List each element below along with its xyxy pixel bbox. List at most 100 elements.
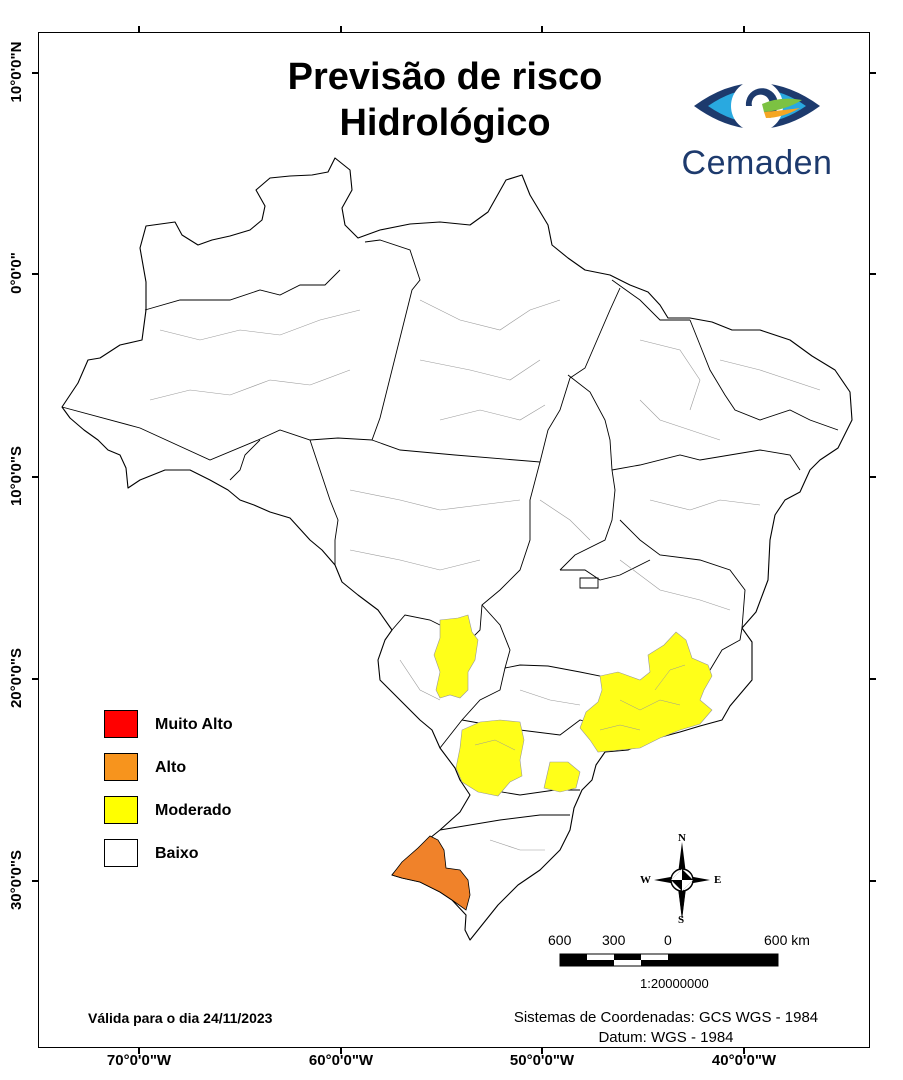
basin-line [439, 404, 546, 421]
basin-line [349, 489, 521, 511]
scale-label-300: 300 [602, 932, 626, 948]
basin-line [539, 499, 591, 541]
logo-text: Cemaden [681, 144, 833, 182]
basin-line [349, 549, 481, 571]
tick [870, 72, 876, 74]
legend-item-baixo: Baixo [104, 839, 284, 882]
basin-line [619, 559, 731, 611]
compass-s: S [678, 914, 685, 926]
state-border [559, 374, 616, 571]
basin-line [519, 689, 581, 706]
lon-label-70w: 70°0'0"W [106, 1052, 172, 1069]
tick [138, 26, 140, 32]
legend-swatch [104, 796, 138, 824]
tick [138, 1048, 140, 1054]
tick [870, 678, 876, 680]
tick [870, 476, 876, 478]
basin-line [149, 369, 351, 401]
basin-line [639, 339, 701, 411]
tick [32, 273, 38, 275]
basin-line [419, 299, 561, 331]
legend-label: Baixo [155, 845, 199, 862]
tick [541, 1048, 543, 1054]
moderado-inner-line [599, 724, 641, 731]
legend-item-muito-alto: Muito Alto [104, 710, 284, 753]
basin-line [639, 399, 721, 441]
tick [870, 880, 876, 882]
scale-label-600-km: 600 km [764, 932, 810, 948]
tick [870, 273, 876, 275]
legend-label: Muito Alto [155, 716, 233, 733]
legend-swatch [104, 710, 138, 738]
state-border [611, 279, 690, 321]
state-border [61, 239, 421, 461]
basin-line [419, 359, 541, 381]
map-title: Previsão de risco Hidrológico [230, 54, 660, 146]
moderado-region [543, 761, 581, 793]
title-line-1: Previsão de risco [287, 56, 603, 98]
compass-n: N [678, 832, 686, 844]
brazil-outline [61, 157, 853, 941]
tick [541, 26, 543, 32]
moderado-region [433, 614, 479, 699]
lon-label-40w: 40°0'0"W [711, 1052, 777, 1069]
basin-line [649, 499, 761, 511]
legend-item-moderado: Moderado [104, 796, 284, 839]
compass-w: W [640, 874, 651, 886]
coordinate-system: Sistemas de Coordenadas: GCS WGS - 1984 … [470, 1008, 862, 1048]
basin-line [719, 359, 821, 391]
tick [743, 26, 745, 32]
scale-ratio: 1:20000000 [640, 976, 709, 991]
legend-swatch [104, 753, 138, 781]
state-border [439, 667, 506, 749]
state-border [619, 519, 746, 629]
compass-rose: N S W E [636, 832, 728, 926]
legend-item-alto: Alto [104, 753, 284, 796]
basin-line [399, 659, 441, 701]
state-border [309, 439, 339, 565]
state-border [439, 814, 570, 831]
compass-e: E [714, 874, 722, 886]
map-frame [38, 32, 870, 1048]
scale-bar-graphic [559, 953, 779, 967]
tick [32, 880, 38, 882]
tick [743, 1048, 745, 1054]
state-border [144, 269, 341, 311]
state-border [579, 577, 599, 589]
cemaden-logo: Cemaden [672, 66, 842, 186]
legend-swatch [104, 839, 138, 867]
cemaden-eye-icon [694, 80, 820, 132]
legend: Muito Alto Alto Moderado Baixo [104, 710, 284, 882]
scale-label-0: 0 [664, 932, 672, 948]
basin-line [159, 309, 361, 341]
tick [32, 72, 38, 74]
lon-label-60w: 60°0'0"W [308, 1052, 374, 1069]
state-border [689, 319, 839, 431]
scale-label-600-left: 600 [548, 932, 572, 948]
valid-date: Válida para o dia 24/11/2023 [88, 1010, 273, 1026]
tick [32, 476, 38, 478]
moderado-inner-line [654, 664, 686, 691]
moderado-inner-line [619, 699, 681, 711]
state-border [560, 559, 651, 581]
legend-label: Moderado [155, 802, 232, 819]
state-border [611, 449, 801, 471]
moderado-inner-line [474, 739, 516, 751]
title-line-2: Hidrológico [339, 102, 551, 144]
state-border [371, 287, 621, 463]
lon-label-50w: 50°0'0"W [509, 1052, 575, 1069]
legend-label: Alto [155, 759, 187, 776]
moderado-region [455, 719, 525, 797]
coord-system-text: Sistemas de Coordenadas: GCS WGS - 1984 [513, 1009, 819, 1026]
state-border [229, 439, 261, 481]
basin-line [489, 839, 545, 851]
tick [340, 26, 342, 32]
alto-region [391, 835, 471, 911]
tick [340, 1048, 342, 1054]
compass-icon [654, 842, 710, 919]
datum-text: Datum: WGS - 1984 [598, 1029, 734, 1046]
moderado-region [579, 631, 713, 753]
tick [32, 678, 38, 680]
scale-bar: 600 300 0 600 km 1:20000000 [540, 930, 830, 1000]
